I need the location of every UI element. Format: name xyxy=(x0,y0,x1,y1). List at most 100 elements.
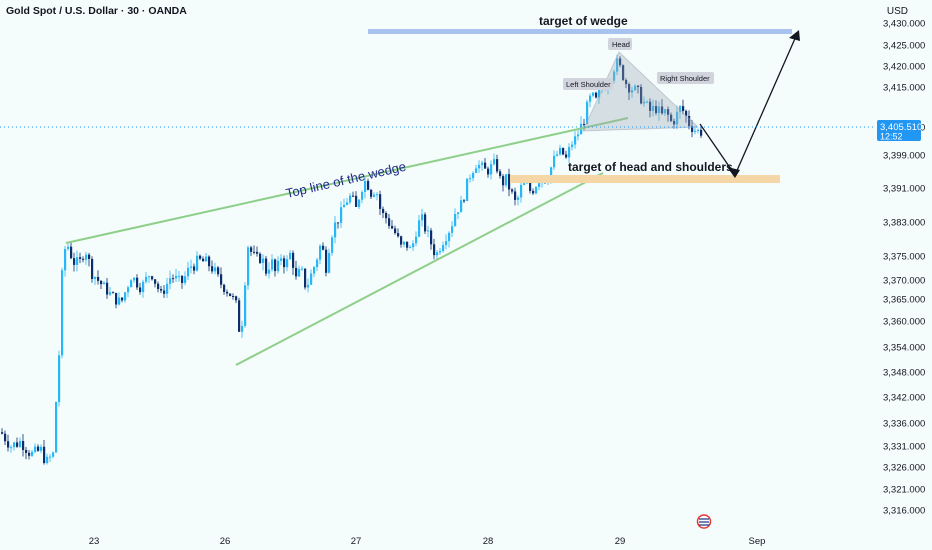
right-shoulder-label: Right Shoulder xyxy=(657,72,714,84)
time-tick-label: 26 xyxy=(220,536,231,547)
svg-text:Left Shoulder: Left Shoulder xyxy=(566,80,611,89)
candle-body xyxy=(232,295,235,297)
candle-body xyxy=(91,258,94,279)
price-tick-label: 3,336.000 xyxy=(883,419,925,430)
candle-body xyxy=(367,180,370,190)
candle-body xyxy=(166,283,169,294)
candle-body xyxy=(553,155,556,168)
candle-body xyxy=(451,226,454,233)
candle-body xyxy=(439,251,442,253)
candle-body xyxy=(172,278,175,280)
candle-body xyxy=(409,247,412,249)
candle-body xyxy=(478,164,481,169)
candle-body xyxy=(211,266,214,272)
candle-body xyxy=(655,106,658,114)
candle-body xyxy=(88,254,91,259)
candle-body xyxy=(358,199,361,207)
candle-body xyxy=(373,194,376,197)
candle-body xyxy=(52,452,55,457)
price-tick-label: 3,425.000 xyxy=(883,41,925,52)
candle-body xyxy=(103,282,106,285)
candle-body xyxy=(229,293,232,296)
time-tick-label: 28 xyxy=(483,536,494,547)
candle-body xyxy=(433,244,436,256)
candle-body xyxy=(598,87,601,98)
wedge-bottom-line[interactable] xyxy=(235,172,604,366)
candle-body xyxy=(181,275,184,283)
candle-body xyxy=(493,159,496,165)
candle-body xyxy=(700,129,703,136)
candle-body xyxy=(160,289,163,291)
candle-body xyxy=(298,268,301,277)
candle-body xyxy=(97,277,100,281)
wedge-top-line[interactable] xyxy=(65,117,629,244)
time-axis[interactable]: 23 26 27 28 29 Sep xyxy=(89,536,766,547)
candle-body xyxy=(157,283,160,290)
candle-body xyxy=(55,401,58,453)
candle-body xyxy=(568,147,571,158)
candle-body xyxy=(190,266,193,268)
candle-body xyxy=(316,259,319,268)
candle-body xyxy=(247,247,250,286)
candle-body xyxy=(364,180,367,192)
candle-body xyxy=(529,181,532,191)
candle-body xyxy=(505,174,508,186)
candle-body xyxy=(280,258,283,261)
candles-layer xyxy=(1,54,703,465)
candle-body xyxy=(310,273,313,285)
candle-body xyxy=(454,213,457,227)
candle-body xyxy=(256,251,259,254)
candle-body xyxy=(511,189,514,192)
candle-body xyxy=(331,237,334,253)
candle-body xyxy=(403,241,406,245)
arrow-head-up xyxy=(789,30,800,41)
candle-body xyxy=(391,225,394,229)
candle-body xyxy=(295,267,298,277)
price-tick-label: 3,326.000 xyxy=(883,463,925,474)
candle-body xyxy=(205,256,208,262)
candle-body xyxy=(274,259,277,272)
left-shoulder-label: Left Shoulder xyxy=(563,78,613,90)
candle-body xyxy=(484,162,487,169)
candle-body xyxy=(400,236,403,245)
candle-body xyxy=(226,291,229,294)
time-tick-label: 23 xyxy=(89,536,100,547)
symbol-title[interactable]: Gold Spot / U.S. Dollar · 30 · OANDA xyxy=(6,5,187,17)
candle-body xyxy=(145,276,148,282)
candle-body xyxy=(82,258,85,260)
candle-body xyxy=(415,236,418,244)
candle-body xyxy=(475,168,478,173)
time-tick-label: 27 xyxy=(351,536,362,547)
candle-body xyxy=(355,195,358,207)
candle-body xyxy=(100,280,103,285)
candle-body xyxy=(463,200,466,202)
candle-body xyxy=(34,446,37,452)
candle-body xyxy=(634,85,637,91)
candle-body xyxy=(151,276,154,280)
candle-body xyxy=(175,275,178,279)
head-and-shoulders-shape[interactable] xyxy=(582,51,700,132)
candle-body xyxy=(685,110,688,117)
candle-body xyxy=(613,71,616,81)
candle-body xyxy=(589,95,592,102)
hs-target-band[interactable] xyxy=(510,175,780,183)
candle-body xyxy=(220,274,223,285)
candle-body xyxy=(31,451,34,456)
candle-body xyxy=(340,207,343,223)
candle-body xyxy=(445,241,448,246)
price-axis[interactable]: 3,430.000 3,425.000 3,420.000 3,415.000 3,40… xyxy=(883,19,925,517)
wedge-target-band[interactable] xyxy=(368,29,792,34)
price-tick-label: 3,321.000 xyxy=(883,485,925,496)
candle-body xyxy=(514,191,517,200)
candle-body xyxy=(664,109,667,114)
candle-body xyxy=(79,257,82,259)
currency-label[interactable]: USD xyxy=(886,6,908,17)
candle-body xyxy=(616,58,619,72)
candle-body xyxy=(124,292,127,301)
candle-body xyxy=(637,85,640,87)
candle-body xyxy=(628,84,631,93)
candle-body xyxy=(94,277,97,279)
candle-body xyxy=(4,433,7,442)
candle-body xyxy=(649,101,652,111)
